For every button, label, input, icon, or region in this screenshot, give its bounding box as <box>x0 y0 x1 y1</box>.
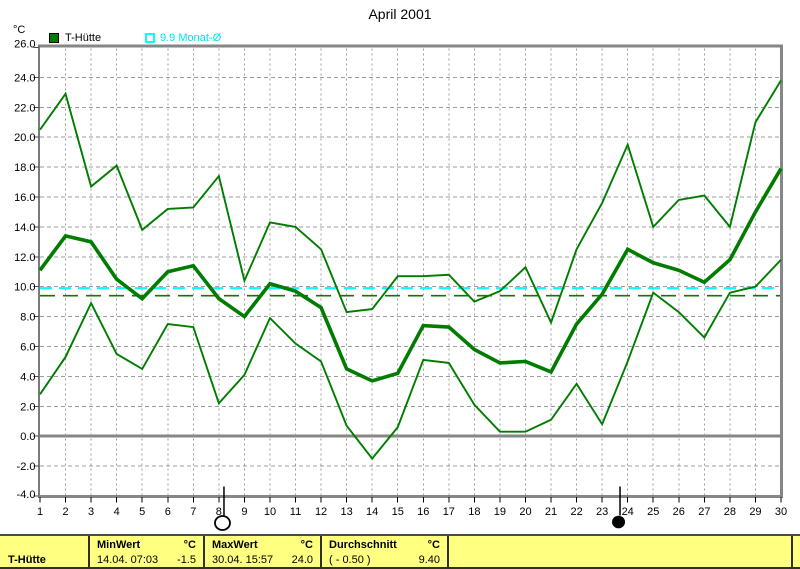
x-tick-label: 16 <box>417 506 429 518</box>
moon-markers <box>214 486 626 531</box>
x-tick-label: 1 <box>37 506 43 518</box>
x-tick-label: 15 <box>392 506 404 518</box>
status-divider <box>88 536 90 569</box>
y-tick-label: -2.0 <box>17 461 36 473</box>
y-tick-label: 22.0 <box>14 102 35 114</box>
x-tick-label: 17 <box>443 506 455 518</box>
reference-lines <box>40 287 780 297</box>
x-tick-label: 25 <box>647 506 659 518</box>
x-tick-label: 8 <box>216 506 222 518</box>
status-divider <box>320 536 322 569</box>
x-tick-label: 9 <box>241 506 247 518</box>
status-col-minwert: MinWert °C 14.04. 07:03 -1.5 <box>90 536 203 567</box>
y-tick-label: 6.0 <box>20 342 35 354</box>
series-lines <box>38 79 783 461</box>
x-tick-label: 12 <box>315 506 327 518</box>
maxwert-unit: °C <box>300 539 313 551</box>
x-tick-label: 26 <box>673 506 685 518</box>
series-min-line <box>39 259 782 461</box>
durchschnitt-unit: °C <box>427 539 440 551</box>
x-tick-label: 6 <box>165 506 171 518</box>
y-tick-label: 24.0 <box>14 72 35 84</box>
series-mean-line <box>38 167 783 383</box>
minwert-unit: °C <box>183 539 196 551</box>
x-axis: 1 2 3 4 5 6 7 8 9 10 11 12 13 14 15 16 17 18 19 20 21 22 23 24 2… <box>37 497 787 518</box>
y-tick-label: 0.0 <box>20 431 35 443</box>
x-tick-label: 23 <box>596 506 608 518</box>
status-bar: T-Hütte MinWert °C 14.04. 07:03 -1.5 Max… <box>0 534 800 569</box>
full-moon-icon <box>214 515 231 531</box>
x-tick-label: 28 <box>724 506 736 518</box>
y-tick-label: 26.0 <box>14 39 35 51</box>
x-tick-label: 20 <box>519 506 531 518</box>
status-divider <box>447 536 449 569</box>
status-col-durchschnitt: Durchschnitt °C ( - 0.50 ) 9.40 <box>322 536 447 567</box>
y-axis-unit-label: °C <box>13 24 26 36</box>
x-tick-label: 10 <box>264 506 276 518</box>
monthly-norm-legend-swatch <box>145 33 155 43</box>
x-tick-label: 27 <box>698 506 710 518</box>
status-col-maxwert: MaxWert °C 30.04. 15:57 24.0 <box>205 536 320 567</box>
y-tick-label: 2.0 <box>20 401 35 413</box>
series-max-line <box>39 79 782 326</box>
y-tick-label: 14.0 <box>14 222 35 234</box>
maxwert-timestamp: 30.04. 15:57 <box>212 554 274 566</box>
x-tick-label: 18 <box>468 506 480 518</box>
y-tick-label: 20.0 <box>14 132 35 144</box>
x-tick-label: 14 <box>366 506 378 518</box>
x-tick-label: 7 <box>190 506 196 518</box>
x-tick-label: 29 <box>749 506 761 518</box>
series-legend-label: T-Hütte <box>65 32 102 44</box>
status-row-label: T-Hütte <box>8 554 46 566</box>
durchschnitt-header: Durchschnitt <box>329 539 397 551</box>
x-tick-label: 4 <box>114 506 120 518</box>
series-legend-swatch <box>49 33 59 43</box>
y-tick-label: 10.0 <box>14 282 35 294</box>
durchschnitt-reading: 9.40 <box>418 554 440 566</box>
plot-border <box>38 44 783 498</box>
status-divider <box>791 536 793 569</box>
y-tick-label: 4.0 <box>20 371 35 383</box>
chart-title: April 2001 <box>368 6 432 22</box>
status-bar-bottom-border <box>0 567 800 569</box>
x-tick-label: 21 <box>545 506 557 518</box>
maxwert-reading: 24.0 <box>291 554 313 566</box>
status-divider <box>203 536 205 569</box>
x-tick-label: 19 <box>494 506 506 518</box>
y-tick-label: 12.0 <box>14 252 35 264</box>
x-tick-label: 3 <box>88 506 94 518</box>
new-moon-icon <box>612 515 626 529</box>
y-tick-label: 16.0 <box>14 192 35 204</box>
y-axis: 26.0 24.0 22.0 20.0 18.0 16.0 14.0 12.0 10.0 8.0 6… <box>14 39 39 501</box>
y-tick-label: 18.0 <box>14 162 35 174</box>
y-tick-label: -4.0 <box>17 489 36 501</box>
x-tick-label: 24 <box>622 506 634 518</box>
y-tick-label: 8.0 <box>20 312 35 324</box>
durchschnitt-offset: ( - 0.50 ) <box>329 554 371 566</box>
minwert-header: MinWert <box>97 539 141 551</box>
maxwert-header: MaxWert <box>212 539 258 551</box>
x-tick-label: 11 <box>290 506 301 518</box>
gridlines <box>39 48 781 495</box>
x-tick-label: 22 <box>570 506 582 518</box>
temperature-chart: 26.024.022.020.018.016.014.012.010.08.06… <box>14 39 787 531</box>
x-tick-label: 30 <box>775 506 787 518</box>
x-tick-label: 13 <box>340 506 352 518</box>
x-tick-label: 2 <box>62 506 68 518</box>
minwert-reading: -1.5 <box>177 554 196 566</box>
monthly-norm-legend-label: 9.9 Monat-Ø <box>160 32 222 44</box>
x-tick-label: 5 <box>139 506 145 518</box>
minwert-timestamp: 14.04. 07:03 <box>97 554 159 566</box>
